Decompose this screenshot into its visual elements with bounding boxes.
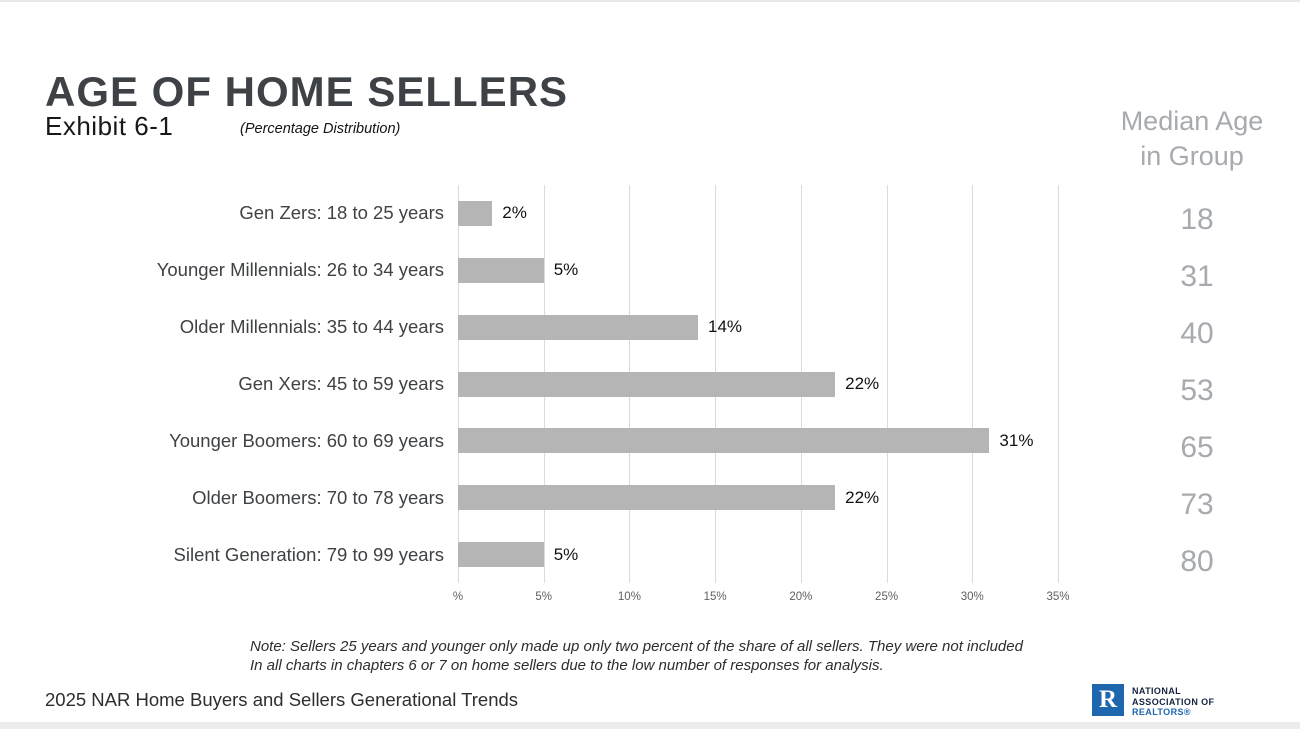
bar [458,542,544,568]
bar-value-label: 2% [502,203,527,223]
x-axis-tick-label: % [452,591,464,603]
category-label: Gen Xers: 45 to 59 years [238,373,444,394]
bar [458,371,836,397]
x-axis-tick-label: 10% [617,591,641,603]
gridline [886,185,888,583]
nar-logo-line3: REALTORS® [1132,707,1191,717]
median-age-value: 80 [1180,544,1214,578]
bar [458,428,990,454]
page-title: AGE OF HOME SELLERS [45,68,569,116]
x-axis-tick-label: 20% [789,591,813,603]
nar-logo-text: NATIONAL ASSOCIATION OF REALTORS® [1132,684,1214,718]
x-axis-tick-label: 35% [1046,591,1070,603]
bar-value-label: 22% [845,487,880,507]
median-age-value: 53 [1180,374,1214,407]
category-label: Gen Zers: 18 to 25 years [239,202,444,224]
x-axis-tick-label: 25% [875,591,899,603]
chart-subtitle: (Percentage Distribution) [240,121,401,137]
bar [458,257,544,283]
category-label: Older Boomers: 70 to 78 years [192,486,444,508]
bar-value-label: 22% [845,374,880,393]
median-age-value: 18 [1180,203,1214,237]
nar-logo-line2: ASSOCIATION OF [1132,696,1215,707]
category-label: Younger Millennials: 26 to 34 years [156,259,444,281]
exhibit-label: Exhibit 6-1 [45,111,174,141]
median-age-value: 31 [1180,260,1214,294]
x-axis-tick-label: 5% [535,591,553,603]
nar-logo-line1: NATIONAL [1132,686,1182,696]
gridline [1058,185,1059,583]
bar-value-label: 31% [999,430,1034,450]
category-label: Silent Generation: 79 to 99 years [173,543,444,565]
bar [458,200,493,226]
bar-value-label: 5% [553,544,579,564]
gridline [972,185,974,583]
bar-value-label: 14% [708,317,743,337]
nar-logo-icon: R [1092,684,1124,716]
footer-source: 2025 NAR Home Buyers and Sellers Generat… [45,689,519,710]
median-age-value: 40 [1180,317,1214,351]
x-axis-tick-label: 30% [960,591,984,603]
category-label: Younger Boomers: 60 to 69 years [169,429,444,451]
median-age-column-header: Median Age in Group [1120,106,1264,172]
median-age-value: 65 [1180,430,1214,464]
top-edge-divider [0,0,1300,2]
nar-logo: R NATIONAL ASSOCIATION OF REALTORS® [1092,684,1214,718]
x-axis-tick-label: 15% [703,591,727,603]
footnote: Note: Sellers 25 years and younger only … [250,638,1023,674]
category-label: Older Millennials: 35 to 44 years [179,316,444,338]
bottom-edge-divider [0,722,1300,729]
median-age-value: 73 [1180,487,1214,521]
bar-value-label: 5% [553,260,579,280]
bar [458,485,836,511]
bar [458,314,698,340]
